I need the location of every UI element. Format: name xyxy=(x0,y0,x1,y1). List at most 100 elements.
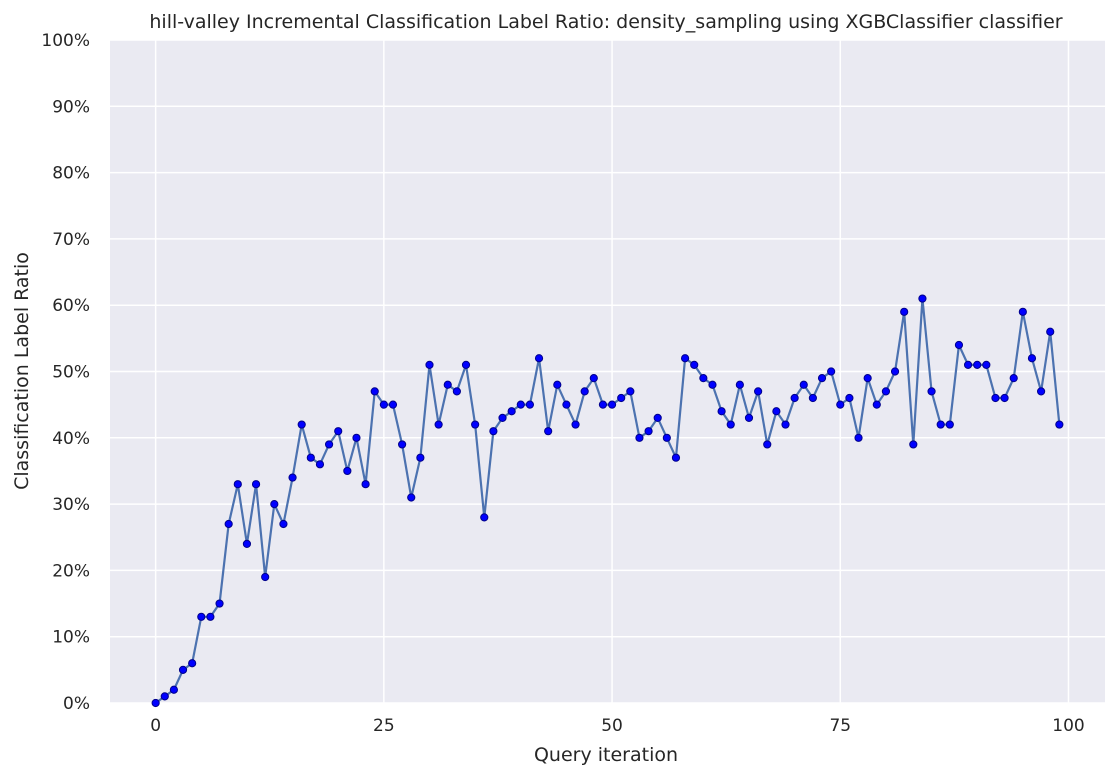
data-point xyxy=(215,599,224,608)
y-tick-label: 90% xyxy=(52,97,90,117)
y-tick-label: 50% xyxy=(52,363,90,383)
data-point xyxy=(416,453,425,462)
data-point xyxy=(151,698,160,708)
data-point xyxy=(963,360,973,369)
data-point xyxy=(461,360,471,369)
data-point xyxy=(516,400,525,409)
data-point xyxy=(626,387,635,396)
data-point xyxy=(708,380,717,389)
data-point xyxy=(589,374,598,383)
data-point xyxy=(680,354,690,363)
data-point xyxy=(160,692,169,701)
data-point xyxy=(315,460,325,469)
data-point xyxy=(763,440,772,449)
data-point xyxy=(790,393,799,403)
data-point xyxy=(498,413,507,423)
data-point xyxy=(1046,327,1055,336)
data-point xyxy=(927,387,936,396)
data-point xyxy=(489,427,498,436)
data-point xyxy=(562,400,571,409)
grid-lines xyxy=(110,39,1105,704)
data-point xyxy=(306,453,315,462)
data-point xyxy=(178,665,188,674)
data-point xyxy=(571,420,580,429)
data-point xyxy=(854,433,863,442)
data-point xyxy=(1027,354,1037,363)
y-tick-label: 10% xyxy=(52,628,90,648)
data-point xyxy=(334,427,343,436)
data-point xyxy=(480,513,489,522)
data-point xyxy=(617,393,626,403)
data-point xyxy=(425,360,434,369)
data-point xyxy=(936,420,945,429)
data-point xyxy=(726,420,735,429)
data-point xyxy=(288,473,297,482)
data-point xyxy=(662,433,671,442)
data-point xyxy=(270,500,279,509)
data-point xyxy=(799,380,808,389)
data-point xyxy=(644,427,653,436)
data-point xyxy=(653,413,662,423)
x-tick-label: 75 xyxy=(829,716,851,736)
y-tick-label: 30% xyxy=(52,495,90,515)
y-tick-label: 80% xyxy=(52,164,90,184)
data-point xyxy=(379,400,388,409)
x-tick-label: 100 xyxy=(1052,716,1084,736)
data-point xyxy=(251,480,261,489)
data-point xyxy=(863,374,872,383)
y-axis-label: Classification Label Ratio xyxy=(11,252,33,490)
x-axis-label: Query iteration xyxy=(534,744,678,766)
data-point xyxy=(370,387,379,396)
data-point xyxy=(525,400,535,409)
data-point xyxy=(544,427,553,436)
data-point xyxy=(781,420,790,429)
x-tick-label: 0 xyxy=(150,716,161,736)
data-point xyxy=(890,367,900,376)
data-point xyxy=(1000,393,1009,403)
y-tick-label: 40% xyxy=(52,429,90,449)
data-point xyxy=(982,360,991,369)
data-point xyxy=(772,407,781,416)
data-point xyxy=(471,420,480,429)
data-point xyxy=(343,466,352,476)
data-point xyxy=(744,413,754,423)
data-point xyxy=(991,393,1000,403)
data-point xyxy=(808,393,817,403)
data-point xyxy=(1009,374,1018,383)
data-point xyxy=(754,387,763,396)
data-point xyxy=(1037,387,1046,396)
data-point xyxy=(388,400,398,409)
data-point xyxy=(909,440,918,449)
data-point xyxy=(361,480,370,489)
data-point xyxy=(954,340,964,350)
data-point xyxy=(398,440,407,449)
data-point xyxy=(690,360,699,369)
series-line xyxy=(154,298,1061,704)
data-point xyxy=(352,433,361,442)
data-point xyxy=(827,367,836,376)
data-point xyxy=(242,539,252,548)
data-point xyxy=(872,400,881,409)
data-point xyxy=(580,387,589,396)
data-point xyxy=(845,393,854,403)
data-point xyxy=(261,572,270,582)
y-tick-label: 20% xyxy=(52,561,90,581)
y-tick-labels: 0% 10% 20% 30% 40% 50% 60% 70% 80% 90% 100% xyxy=(41,31,90,714)
data-point xyxy=(671,453,681,462)
x-tick-label: 25 xyxy=(373,716,395,736)
data-point xyxy=(169,685,178,694)
y-tick-label: 70% xyxy=(52,230,90,250)
data-point xyxy=(507,407,516,416)
data-point xyxy=(452,387,461,396)
data-point xyxy=(188,659,197,668)
y-tick-label: 100% xyxy=(41,31,90,51)
data-point xyxy=(699,374,708,383)
data-point xyxy=(297,420,306,429)
chart-title: hill-valley Incremental Classification L… xyxy=(149,11,1062,33)
data-point xyxy=(197,612,206,621)
y-tick-label: 0% xyxy=(63,694,90,714)
data-point xyxy=(817,374,827,383)
y-tick-label: 60% xyxy=(52,296,90,316)
data-point xyxy=(1055,420,1064,429)
